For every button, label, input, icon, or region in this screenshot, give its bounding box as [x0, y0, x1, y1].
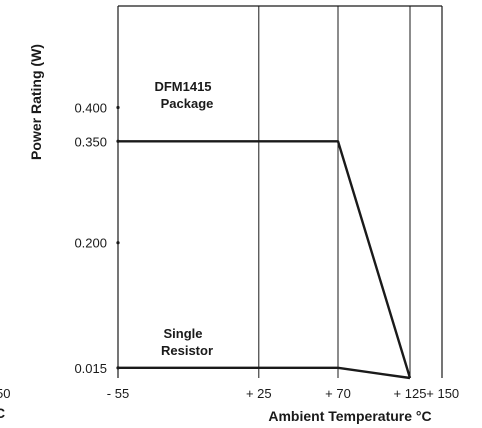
- x-tick-label: + 70: [325, 386, 351, 401]
- y-tick-mark: [116, 241, 120, 245]
- series-layer: [118, 140, 412, 380]
- y-tick-label: 0.200: [74, 236, 107, 251]
- series-annotation-2: Single Resistor: [161, 326, 213, 358]
- x-tick-label: - 55: [107, 386, 129, 401]
- x-tick-label: + 150: [426, 386, 459, 401]
- y-tick-label: 0.015: [74, 361, 107, 376]
- y-tick-label: 0.350: [74, 134, 107, 149]
- x-tick-label: + 125: [394, 386, 427, 401]
- x-axis-title: Ambient Temperature °C: [268, 408, 431, 424]
- grid-layer: [258, 6, 411, 378]
- series-annotation-line: Package: [161, 96, 214, 111]
- y-axis-title: Power Rating (W): [28, 44, 44, 160]
- y-tick-mark: [116, 105, 120, 110]
- y-tick-label: 0.400: [74, 100, 107, 115]
- cropped-unit-fragment: C: [0, 405, 5, 421]
- label-layer: DFM1415 Package Single Resistor: [154, 79, 213, 358]
- series-annotation-line: Resistor: [161, 343, 213, 358]
- series-annotation-1: DFM1415 Package: [154, 79, 213, 111]
- series-line-1: [118, 140, 412, 379]
- x-tick-label: + 25: [246, 386, 272, 401]
- series-line-2: [118, 366, 411, 380]
- series-annotation-line: Single: [163, 326, 202, 341]
- ticks-layer: 0.015 0.200 0.350 0.400 - 55 + 25 + 70 + 125 + 1…: [74, 100, 459, 401]
- series-annotation-line: DFM1415: [154, 79, 211, 94]
- axes-layer: [117, 5, 443, 378]
- cropped-tick-fragment: 50: [0, 386, 10, 401]
